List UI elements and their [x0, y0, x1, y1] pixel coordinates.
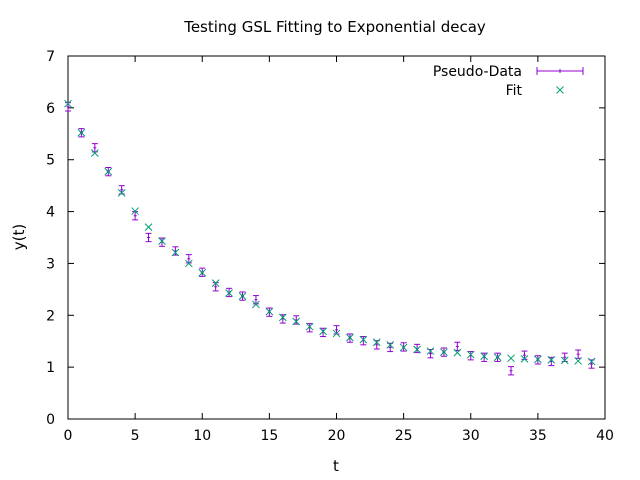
x-axis-label: t: [333, 457, 339, 475]
fit-point: [117, 189, 126, 197]
fit-point: [184, 259, 193, 268]
y-tick-label: 1: [46, 360, 55, 376]
chart-title: Testing GSL Fitting to Exponential decay: [183, 18, 486, 36]
fit-point: [507, 354, 515, 363]
fit-point: [158, 237, 166, 245]
x-tick-label: 15: [260, 428, 278, 444]
legend: Pseudo-Data Fit: [433, 64, 584, 99]
data-point: [508, 366, 515, 376]
legend-symbol-fit: [556, 86, 564, 94]
data-point: [145, 232, 152, 243]
y-tick-label: 4: [46, 205, 55, 221]
fit-point: [413, 345, 421, 354]
fit-point: [386, 340, 395, 349]
x-tick-label: 10: [193, 428, 211, 444]
fit-point: [359, 335, 368, 344]
fit-point: [305, 322, 314, 331]
x-tick-label: 5: [131, 428, 140, 444]
fit-point: [225, 289, 233, 297]
fit-point: [131, 207, 139, 215]
y-tick-label: 2: [46, 308, 55, 324]
fit-point: [372, 338, 381, 347]
fit-point: [292, 317, 301, 326]
fit-point: [252, 300, 260, 309]
y-tick-label: 3: [46, 256, 55, 272]
fit-point: [265, 307, 274, 316]
data-point: [306, 323, 313, 333]
fit-point: [520, 354, 529, 363]
fit-point: [238, 292, 247, 300]
fit-point: [440, 348, 448, 356]
fit-point: [547, 356, 556, 364]
y-tick-label: 6: [46, 101, 55, 117]
fit-point: [144, 223, 153, 231]
fit-point: [319, 327, 327, 336]
fit-point: [77, 128, 86, 137]
series-pseudo-data: [65, 102, 595, 376]
data-point: [575, 349, 582, 359]
fit-point: [171, 248, 180, 257]
x-tick-label: 30: [462, 428, 480, 444]
fit-point: [278, 313, 287, 322]
legend-symbol-pseudo-data: [536, 67, 584, 75]
series-fit: [64, 99, 596, 366]
data-point: [212, 282, 219, 292]
y-axis-label: y(t): [10, 224, 28, 250]
x-tick-label: 20: [328, 428, 346, 444]
data-point: [158, 237, 165, 247]
legend-label-pseudo-data: Pseudo-Data: [433, 64, 522, 80]
x-tick-label: 0: [64, 428, 73, 444]
legend-label-fit: Fit: [506, 83, 523, 99]
fit-point: [198, 268, 207, 277]
fit-point: [426, 347, 435, 355]
data-point: [521, 350, 528, 360]
fit-point: [399, 343, 408, 352]
data-point: [252, 295, 259, 305]
fit-point: [493, 353, 502, 362]
y-tick-label: 5: [46, 153, 55, 169]
data-point: [454, 341, 461, 352]
fit-point: [90, 149, 99, 157]
data-point: [333, 325, 340, 335]
fit-point: [560, 356, 569, 365]
fit-point: [332, 329, 341, 338]
x-tick-label: 35: [529, 428, 547, 444]
fit-point: [480, 352, 489, 361]
fit-point: [64, 99, 72, 108]
data-point: [91, 143, 98, 153]
fit-point: [534, 355, 542, 364]
fit-point: [574, 357, 583, 365]
fit-point: [466, 350, 475, 359]
fit-point: [587, 357, 596, 366]
fit-point: [211, 279, 220, 287]
x-axis-ticks: 0 5 10 15 20 25 30 35 40: [64, 56, 614, 444]
y-tick-label: 7: [46, 49, 55, 65]
y-tick-label: 0: [46, 412, 55, 428]
fit-point: [453, 348, 462, 357]
y-axis-ticks: 0 1 2 3 4 5 6 7: [46, 49, 605, 428]
fit-point: [104, 167, 113, 176]
x-tick-label: 25: [395, 428, 413, 444]
x-tick-label: 40: [596, 428, 614, 444]
fit-point: [346, 333, 354, 342]
